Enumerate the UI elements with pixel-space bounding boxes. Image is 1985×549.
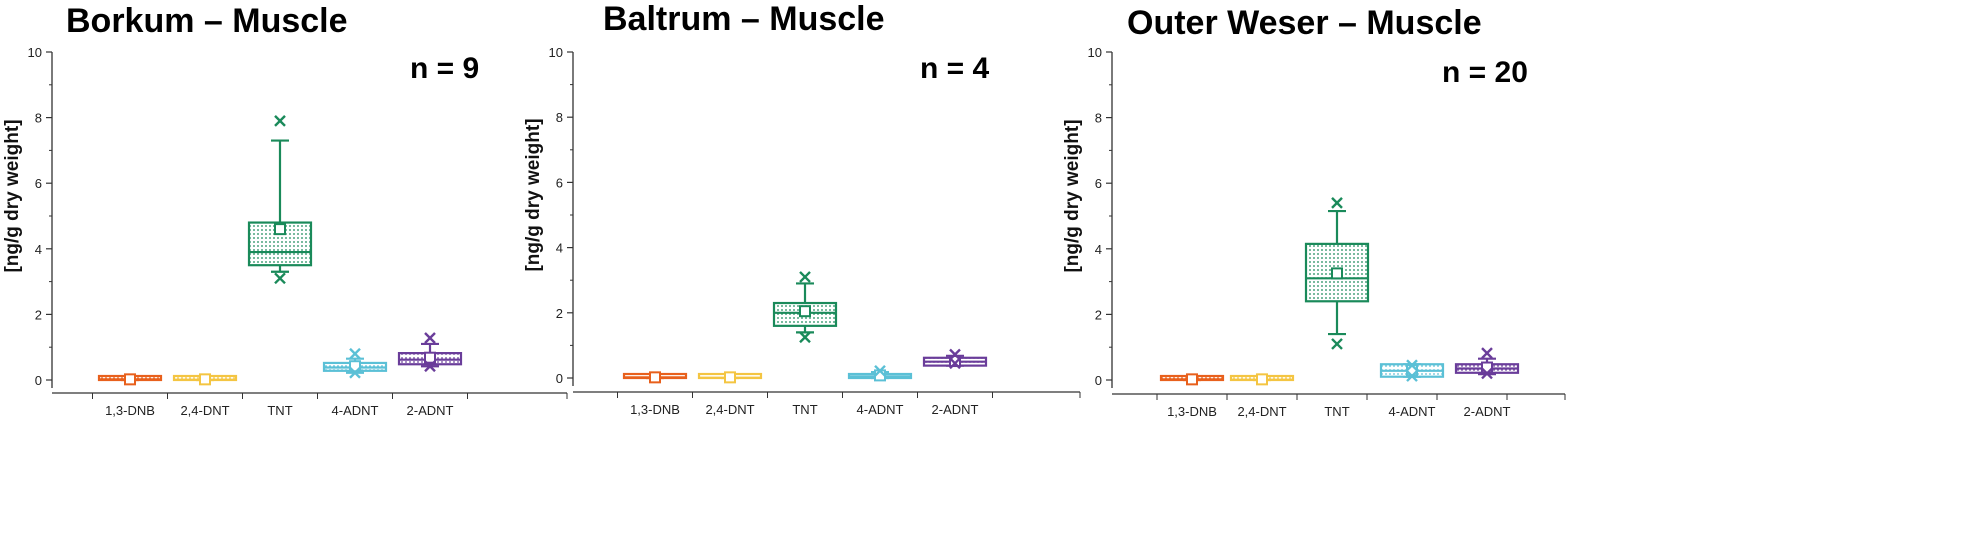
x-tick-label: 2-ADNT: [932, 402, 979, 417]
y-tick-label: 6: [35, 176, 42, 191]
outlier-marker: [1481, 347, 1493, 359]
outlier-marker: [874, 364, 886, 377]
box-1-3-dnb: [97, 373, 163, 386]
chart-panel-outer-weser: Outer Weser – Muscle n = 20 0 2 4 6 8 10 [ng/g…: [0, 0, 1566, 549]
sample-size-label: n = 20: [1442, 56, 1528, 89]
box-tnt: [247, 115, 313, 285]
y-tick-label: 10: [549, 45, 563, 60]
box-2-adnt: [397, 332, 463, 373]
x-tick-label: 4-ADNT: [1389, 404, 1436, 419]
x-tick-label: TNT: [267, 403, 292, 418]
chart-panel-baltrum: Baltrum – Muscle n = 4 0 2 4 6 8 10 [ng/g dry …: [0, 0, 1081, 549]
box-1-3-dnb: [622, 371, 688, 384]
outlier-marker: [274, 272, 286, 285]
mean-marker: [649, 371, 661, 384]
mean-marker: [799, 305, 811, 318]
outlier-marker: [1331, 197, 1343, 209]
x-tick-label: 2-ADNT: [1464, 404, 1511, 419]
x-tick-label: 2,4-DNT: [1237, 404, 1286, 419]
outlier-marker: [424, 360, 436, 373]
sample-size-label: n = 9: [410, 52, 480, 85]
y-tick-label: 8: [556, 110, 563, 125]
outlier-marker: [274, 115, 286, 127]
outlier-marker: [799, 271, 811, 283]
x-tick-label: 4-ADNT: [332, 403, 379, 418]
x-tick-label: 4-ADNT: [857, 402, 904, 417]
box-2-adnt: [922, 348, 988, 370]
mean-marker: [1186, 373, 1198, 386]
outlier-marker: [1331, 338, 1343, 350]
x-tick-label: TNT: [792, 402, 817, 417]
box-2-adnt: [1454, 347, 1520, 380]
outlier-marker: [799, 331, 811, 344]
y-tick-label: 8: [1095, 111, 1102, 126]
outlier-marker: [949, 348, 961, 361]
box-tnt: [1304, 197, 1370, 350]
sample-size-label: n = 4: [920, 52, 990, 85]
box-4-adnt: [1379, 359, 1445, 382]
x-tick-label: 2,4-DNT: [180, 403, 229, 418]
y-axis-label: [ng/g dry weight]: [523, 118, 544, 271]
y-tick-label: 6: [1095, 176, 1102, 191]
x-tick-label: 1,3-DNB: [630, 402, 680, 417]
mean-marker: [274, 223, 286, 236]
mean-marker: [724, 371, 736, 384]
y-tick-label: 4: [1095, 242, 1102, 257]
x-tick-label: 2-ADNT: [407, 403, 454, 418]
y-tick-label: 0: [1095, 373, 1102, 388]
box-plot: 0 2 4 6 8 10 [ng/g dry weight] 1,3-DNB 2,4-DNT TN…: [523, 45, 1081, 417]
chart-title: Outer Weser – Muscle: [1127, 4, 1482, 42]
outlier-marker: [1406, 359, 1418, 372]
x-tick-label: 1,3-DNB: [1167, 404, 1217, 419]
y-axis-label: [ng/g dry weight]: [1062, 119, 1083, 272]
y-axis-label: [ng/g dry weight]: [2, 119, 23, 272]
chart-title: Baltrum – Muscle: [603, 0, 885, 38]
y-tick-label: 10: [28, 45, 42, 60]
mean-marker: [1256, 373, 1268, 386]
y-tick-label: 0: [35, 373, 42, 388]
outlier-marker: [1406, 370, 1418, 382]
y-tick-label: 4: [556, 241, 563, 256]
mean-marker: [424, 351, 436, 364]
y-tick-label: 0: [556, 371, 563, 386]
box-2-4-dnt: [697, 371, 763, 384]
mean-marker: [1331, 267, 1343, 280]
box-2-4-dnt: [172, 373, 238, 386]
y-tick-label: 6: [556, 175, 563, 190]
outlier-marker: [349, 347, 361, 360]
chart-title: Borkum – Muscle: [66, 2, 348, 40]
y-tick-label: 2: [1095, 307, 1102, 322]
x-tick-label: 2,4-DNT: [705, 402, 754, 417]
outlier-marker: [949, 357, 961, 370]
x-tick-label: TNT: [1324, 404, 1349, 419]
chart-panel-borkum: Borkum – Muscle n = 9 0 2 4 6 8 10 [ng/g dry w…: [0, 0, 660, 549]
y-tick-label: 2: [556, 306, 563, 321]
x-tick-label: 1,3-DNB: [105, 403, 155, 418]
y-tick-label: 8: [35, 111, 42, 126]
box-1-3-dnb: [1159, 373, 1225, 386]
box-tnt: [772, 271, 838, 344]
y-tick-label: 4: [35, 242, 42, 257]
mean-marker: [199, 373, 211, 386]
box-plot: 0 2 4 6 8 10 [ng/g dry weight] 1,3-DNB 2,4-DNT TN…: [2, 45, 568, 418]
outlier-marker: [349, 366, 361, 379]
box-4-adnt: [847, 364, 913, 382]
box-4-adnt: [322, 347, 388, 379]
y-tick-label: 10: [1088, 45, 1102, 60]
outlier-marker: [424, 332, 436, 344]
box-2-4-dnt: [1229, 373, 1295, 386]
mean-marker: [124, 373, 136, 386]
outlier-marker: [1481, 367, 1493, 380]
y-tick-label: 2: [35, 307, 42, 322]
